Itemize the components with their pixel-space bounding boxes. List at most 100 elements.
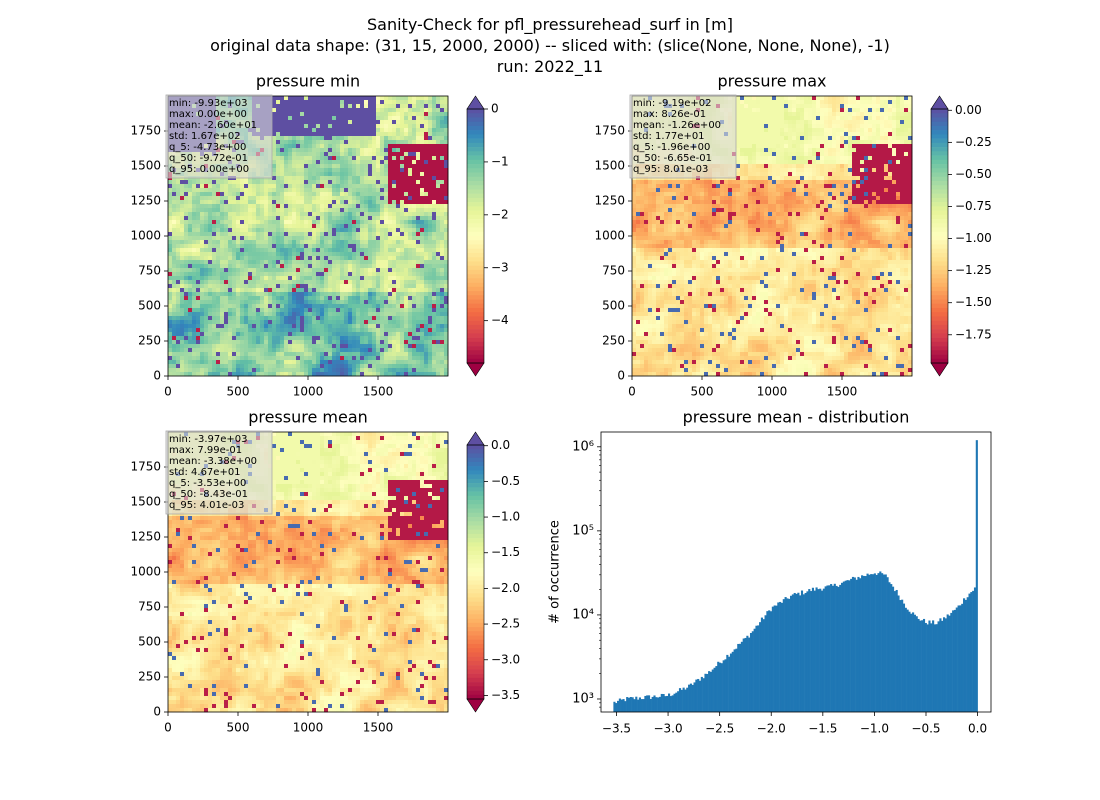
heatmap-cell (388, 360, 393, 365)
heatmap-cell (320, 208, 325, 213)
heatmap-cell (272, 292, 277, 297)
heatmap-cell (380, 284, 385, 289)
heatmap-cell (356, 112, 361, 117)
heatmap-cell (328, 184, 333, 189)
heatmap-cell (188, 196, 193, 201)
heatmap-cell (284, 172, 289, 177)
heatmap-cell (320, 260, 325, 265)
heatmap-cell (316, 140, 321, 145)
heatmap-cell (344, 288, 349, 293)
heatmap-cell (308, 288, 313, 293)
heatmap-cell (316, 192, 321, 197)
heatmap-cell (332, 308, 337, 313)
heatmap-cell (360, 296, 365, 301)
heatmap-cell (284, 228, 289, 233)
heatmap-cell (268, 288, 273, 293)
heatmap-cell (204, 336, 209, 341)
heatmap-cell (436, 336, 441, 341)
heatmap-cell (376, 332, 381, 337)
heatmap-cell (332, 360, 337, 365)
heatmap-cell (284, 148, 289, 153)
heatmap-cell (272, 276, 277, 281)
heatmap-cell (384, 140, 389, 145)
heatmap-cell (364, 304, 369, 309)
heatmap-cell (372, 168, 377, 173)
heatmap-cell (240, 248, 245, 253)
heatmap-cell (400, 236, 405, 241)
heatmap-cell (304, 308, 309, 313)
heatmap-cell (192, 276, 197, 281)
heatmap-cell (332, 184, 337, 189)
heatmap-cell (376, 116, 381, 121)
heatmap-cell (428, 188, 433, 193)
heatmap-cell (288, 264, 293, 269)
heatmap-cell (192, 368, 197, 373)
heatmap-cell (288, 128, 293, 133)
heatmap-cell (432, 188, 437, 193)
heatmap-cell (432, 348, 437, 353)
heatmap-cell (228, 224, 233, 229)
heatmap-cell (192, 188, 197, 193)
heatmap-cell (400, 260, 405, 265)
heatmap-cell (432, 172, 437, 177)
heatmap-cell (204, 244, 209, 249)
stats-line: min: -9.93e+03 (169, 98, 248, 109)
heatmap-cell (296, 164, 301, 169)
heatmap-cell (368, 232, 373, 237)
heatmap-cell (300, 228, 305, 233)
heatmap-cell (264, 320, 269, 325)
heatmap-cell (292, 240, 297, 245)
heatmap-cell (296, 152, 301, 157)
heatmap-cell (172, 228, 177, 233)
heatmap-cell (420, 268, 425, 273)
heatmap-cell (372, 220, 377, 225)
heatmap-cell (292, 368, 297, 373)
heatmap-cell (312, 112, 317, 117)
heatmap-cell (440, 280, 445, 285)
heatmap-cell (372, 136, 377, 141)
heatmap-cell (440, 144, 445, 149)
heatmap-cell (368, 332, 373, 337)
heatmap-cell (312, 356, 317, 361)
heatmap-cell (228, 184, 233, 189)
heatmap-cell (236, 268, 241, 273)
heatmap-cell (288, 256, 293, 261)
heatmap-cell (432, 276, 437, 281)
heatmap-cell (336, 132, 341, 137)
heatmap-cell (288, 212, 293, 217)
heatmap-cell (348, 296, 353, 301)
heatmap-cell (432, 112, 437, 117)
heatmap-cell (320, 140, 325, 145)
heatmap-cell (276, 328, 281, 333)
heatmap-cell (252, 216, 257, 221)
heatmap-cell (412, 284, 417, 289)
heatmap-cell (388, 256, 393, 261)
heatmap-cell (356, 124, 361, 129)
heatmap-cell (392, 264, 397, 269)
heatmap-cell (276, 164, 281, 169)
heatmap-cell (428, 120, 433, 125)
heatmap-cell (336, 136, 341, 141)
heatmap-cell (380, 328, 385, 333)
heatmap-cell (252, 192, 257, 197)
heatmap-cell (292, 252, 297, 257)
heatmap-cell (336, 208, 341, 213)
heatmap-cell (300, 112, 305, 117)
heatmap-cell (220, 316, 225, 321)
heatmap-cell (168, 216, 173, 221)
heatmap-cell (392, 348, 397, 353)
heatmap-cell (412, 144, 417, 149)
heatmap-cell (292, 176, 297, 181)
heatmap-cell (340, 252, 345, 257)
heatmap-cell (216, 336, 221, 341)
heatmap-cell (268, 184, 273, 189)
heatmap-cell (252, 292, 257, 297)
heatmap-cell (352, 320, 357, 325)
heatmap-cell (368, 172, 373, 177)
heatmap-cell (424, 180, 429, 185)
heatmap-cell (432, 156, 437, 161)
heatmap-cell (304, 292, 309, 297)
heatmap-cell (340, 212, 345, 217)
heatmap-cell (392, 316, 397, 321)
heatmap-cell (216, 236, 221, 241)
